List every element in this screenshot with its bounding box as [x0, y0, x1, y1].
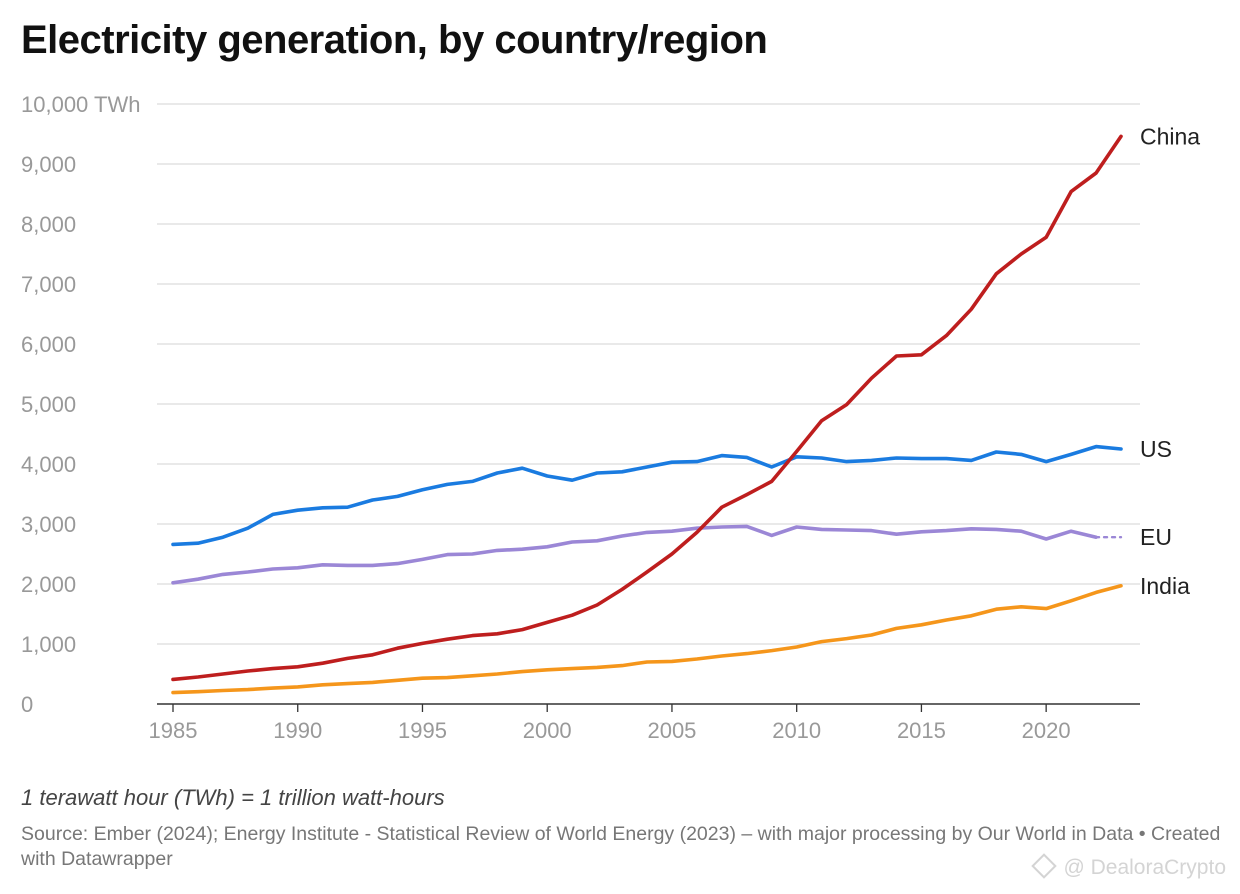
- series-line-eu: [171, 524, 1098, 585]
- y-tick-label-6000: 6,000: [21, 332, 76, 357]
- watermark: @ DealoraCrypto: [1031, 853, 1226, 880]
- gridlines: [157, 103, 1140, 645]
- source-text: Source: Ember (2024); Energy Institute -…: [21, 823, 1221, 870]
- x-tick-label-2015: 2015: [897, 718, 946, 743]
- y-tick-label-10000: 10,000 TWh: [21, 92, 140, 117]
- series-line-us: [171, 444, 1123, 547]
- x-tick-label-1990: 1990: [273, 718, 322, 743]
- series-label-us: US: [1140, 436, 1172, 462]
- y-axis-tick-labels: 0 1,000 2,000 3,000 4,000 5,000 6,000 7,000 8,00…: [21, 92, 140, 717]
- y-tick-label-1000: 1,000: [21, 632, 76, 657]
- x-tick-label-2000: 2000: [523, 718, 572, 743]
- watermark-text: @ DealoraCrypto: [1063, 856, 1226, 879]
- series-line-india: [171, 583, 1123, 695]
- x-tick-label-1995: 1995: [398, 718, 447, 743]
- series-label-china: China: [1140, 123, 1200, 149]
- watermark-logo-icon: [1031, 853, 1058, 879]
- series-labels: India EU US China: [1140, 123, 1200, 598]
- unit-note: 1 terawatt hour (TWh) = 1 trillion watt-…: [21, 785, 445, 810]
- y-tick-label-3000: 3,000: [21, 512, 76, 537]
- x-tick-label-1985: 1985: [149, 718, 198, 743]
- series-label-eu: EU: [1140, 524, 1172, 550]
- y-tick-label-9000: 9,000: [21, 152, 76, 177]
- x-axis-tick-labels: 1985 1990 1995 2000 2005 2010 2015 2020: [149, 704, 1071, 743]
- chart-title: Electricity generation, by country/regio…: [21, 18, 768, 62]
- x-tick-label-2010: 2010: [772, 718, 821, 743]
- y-tick-label-5000: 5,000: [21, 392, 76, 417]
- x-tick-label-2020: 2020: [1022, 718, 1071, 743]
- y-tick-label-7000: 7,000: [21, 272, 76, 297]
- series-line-china: [171, 134, 1123, 682]
- series-lines: [171, 134, 1123, 695]
- line-chart: 0 1,000 2,000 3,000 4,000 5,000 6,000 7,000 8,00…: [21, 92, 1200, 743]
- x-tick-label-2005: 2005: [647, 718, 696, 743]
- y-tick-label-8000: 8,000: [21, 212, 76, 237]
- y-tick-label-4000: 4,000: [21, 452, 76, 477]
- series-label-india: India: [1140, 573, 1190, 599]
- y-tick-label-2000: 2,000: [21, 572, 76, 597]
- y-tick-label-0: 0: [21, 692, 33, 717]
